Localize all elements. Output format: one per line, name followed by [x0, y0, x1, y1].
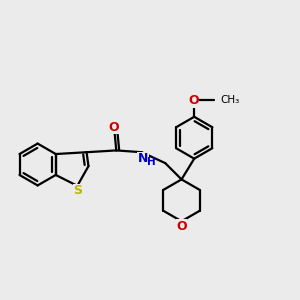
Text: H: H [147, 158, 156, 167]
Text: O: O [176, 220, 187, 233]
Text: N: N [138, 152, 148, 165]
Text: O: O [108, 121, 119, 134]
Text: S: S [73, 184, 82, 197]
Text: CH₃: CH₃ [221, 95, 240, 106]
Text: O: O [188, 94, 199, 107]
